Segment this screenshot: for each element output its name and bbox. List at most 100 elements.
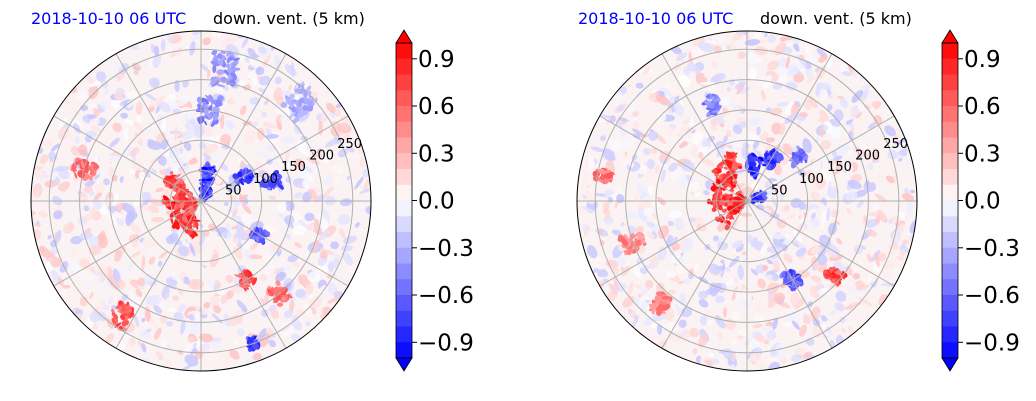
noise-cell — [766, 246, 782, 254]
noise-cell — [735, 244, 745, 253]
noise-cell — [147, 140, 162, 151]
noise-cell — [322, 208, 331, 224]
noise-cell — [901, 193, 915, 202]
noise-cell — [166, 320, 174, 327]
noise-cell — [119, 176, 124, 183]
noise-cell — [767, 269, 778, 274]
radial-tick-label: 250 — [337, 137, 362, 152]
feature-cell — [191, 231, 196, 240]
noise-cell — [693, 263, 699, 272]
noise-cell — [38, 210, 48, 218]
noise-cell — [277, 201, 287, 214]
noise-cell — [270, 309, 280, 319]
noise-cell — [778, 174, 787, 183]
noise-cell — [860, 143, 869, 152]
noise-cell — [688, 273, 694, 280]
feature-cell — [258, 182, 269, 189]
colorbar-level — [942, 247, 958, 264]
noise-cell — [694, 164, 701, 171]
noise-cell — [847, 179, 862, 190]
noise-cell — [111, 305, 118, 310]
noise-cell — [841, 71, 852, 77]
noise-cell — [741, 284, 747, 291]
noise-cell — [216, 111, 232, 120]
colorbar-level — [942, 279, 958, 296]
feature-cell — [289, 93, 295, 100]
noise-cell — [776, 101, 790, 107]
feature-cell — [173, 174, 181, 179]
noise-cell — [277, 190, 282, 198]
noise-cell — [109, 137, 120, 148]
noise-cell — [826, 187, 839, 198]
noise-cell — [348, 263, 356, 274]
noise-cell — [677, 74, 691, 88]
colorbar-extend-min — [395, 357, 413, 372]
colorbar-level — [942, 342, 958, 359]
feature-cell — [251, 235, 258, 240]
feature-cell — [269, 286, 274, 296]
noise-cell — [752, 323, 763, 329]
noise-cell — [95, 71, 107, 82]
noise-cell — [649, 129, 654, 133]
feature-cell — [233, 57, 240, 62]
noise-cell — [717, 156, 723, 162]
noise-cell — [334, 108, 341, 117]
feature-cell — [307, 101, 311, 108]
noise-cell — [655, 94, 670, 106]
angular-gridline — [200, 53, 287, 202]
noise-cell — [249, 102, 258, 114]
feature-cell — [632, 240, 636, 248]
noise-cell — [731, 32, 744, 42]
angular-gridline — [746, 200, 833, 349]
noise-cell — [275, 333, 285, 338]
feature-cell — [174, 207, 181, 214]
noise-cell — [83, 205, 90, 212]
noise-cell — [141, 255, 146, 271]
colorbar-level — [396, 232, 412, 249]
noise-cell — [767, 60, 780, 71]
angular-gridline — [53, 200, 202, 287]
noise-cell — [102, 86, 110, 95]
noise-cell — [176, 94, 190, 107]
noise-cell — [667, 322, 678, 332]
feature-cell — [185, 192, 191, 196]
noise-cell — [65, 131, 73, 140]
noise-cell — [718, 330, 724, 341]
noise-cell — [648, 130, 659, 141]
noise-cell — [128, 234, 140, 243]
feature-cell — [727, 164, 732, 169]
noise-cell — [733, 277, 739, 284]
colorbar-level — [396, 295, 412, 312]
noise-cell — [697, 151, 704, 159]
noise-cell — [601, 114, 615, 120]
noise-cell — [803, 314, 812, 325]
noise-cell — [338, 148, 348, 158]
noise-cell — [141, 317, 146, 323]
noise-cell — [725, 278, 735, 287]
noise-cell — [345, 146, 355, 153]
feature-cell — [179, 201, 185, 209]
noise-cell — [76, 90, 87, 101]
noise-cell — [193, 124, 205, 138]
noise-cell — [147, 204, 160, 214]
noise-cell — [786, 211, 798, 220]
noise-cell — [325, 137, 340, 148]
noise-cell — [256, 328, 267, 342]
noise-cell — [833, 162, 843, 175]
noise-cell — [138, 128, 155, 134]
noise-cell — [829, 310, 837, 316]
noise-cell — [104, 333, 115, 344]
noise-cell — [730, 312, 741, 321]
noise-cell — [874, 193, 887, 203]
noise-cell — [770, 233, 786, 240]
noise-cell — [307, 223, 315, 231]
feature-cell — [74, 172, 78, 179]
noise-cell — [210, 339, 221, 351]
noise-cell — [356, 223, 366, 237]
feature-cell — [598, 168, 607, 175]
noise-cell — [326, 102, 337, 114]
noise-cell — [303, 303, 313, 318]
noise-cell — [892, 229, 901, 244]
noise-cell — [761, 90, 766, 101]
noise-cell — [135, 101, 143, 115]
